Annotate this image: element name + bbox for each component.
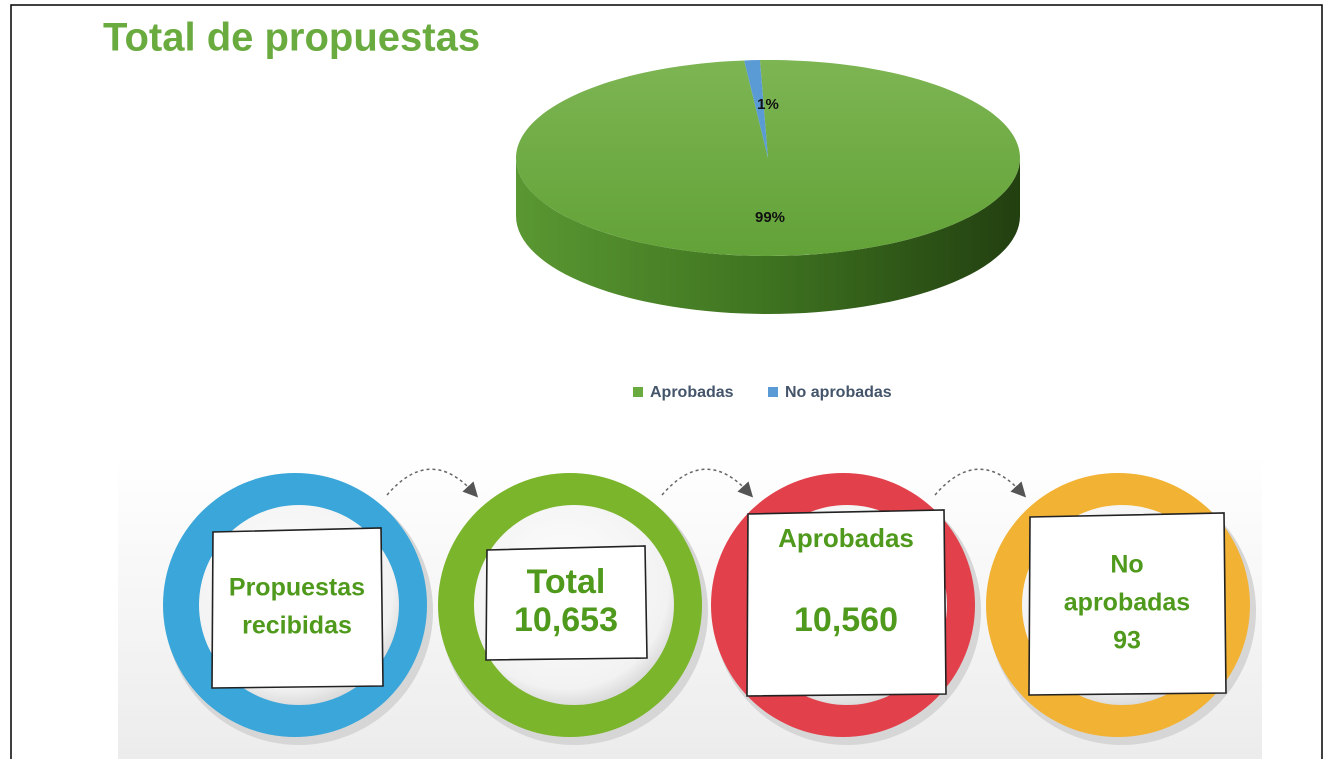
legend-swatch <box>768 387 778 397</box>
pie: 99% 1% Aprobadas No aprobadas <box>516 60 1021 401</box>
note-box <box>211 527 384 689</box>
flow-arrow <box>934 468 1027 498</box>
flow-arrow <box>386 468 479 498</box>
pie-slice <box>744 60 768 158</box>
note-value: 93 <box>1113 627 1141 655</box>
note-value: 10,560 <box>794 601 898 639</box>
flow-arrow <box>661 468 754 498</box>
note-box <box>485 545 648 661</box>
note-label: recibidas <box>242 612 352 640</box>
note-box <box>746 509 947 697</box>
pie-side <box>516 158 1020 314</box>
chart-title: Total de propuestas <box>103 16 480 60</box>
note-label: Total <box>527 563 606 601</box>
note-label: aprobadas <box>1064 589 1190 617</box>
legend-swatch <box>633 387 643 397</box>
note-value: 10,653 <box>514 601 618 639</box>
note-label: Propuestas <box>229 574 365 602</box>
data-label: 1% <box>757 96 779 113</box>
data-label: 99% <box>755 209 785 226</box>
note-box <box>1028 512 1227 696</box>
slide-border <box>10 4 1323 759</box>
note-label: Aprobadas <box>778 523 914 553</box>
note-label: No <box>1110 551 1143 579</box>
legend-label: Aprobadas <box>650 384 734 401</box>
legend-label: No aprobadas <box>785 384 892 401</box>
pie-slice <box>516 60 1021 256</box>
